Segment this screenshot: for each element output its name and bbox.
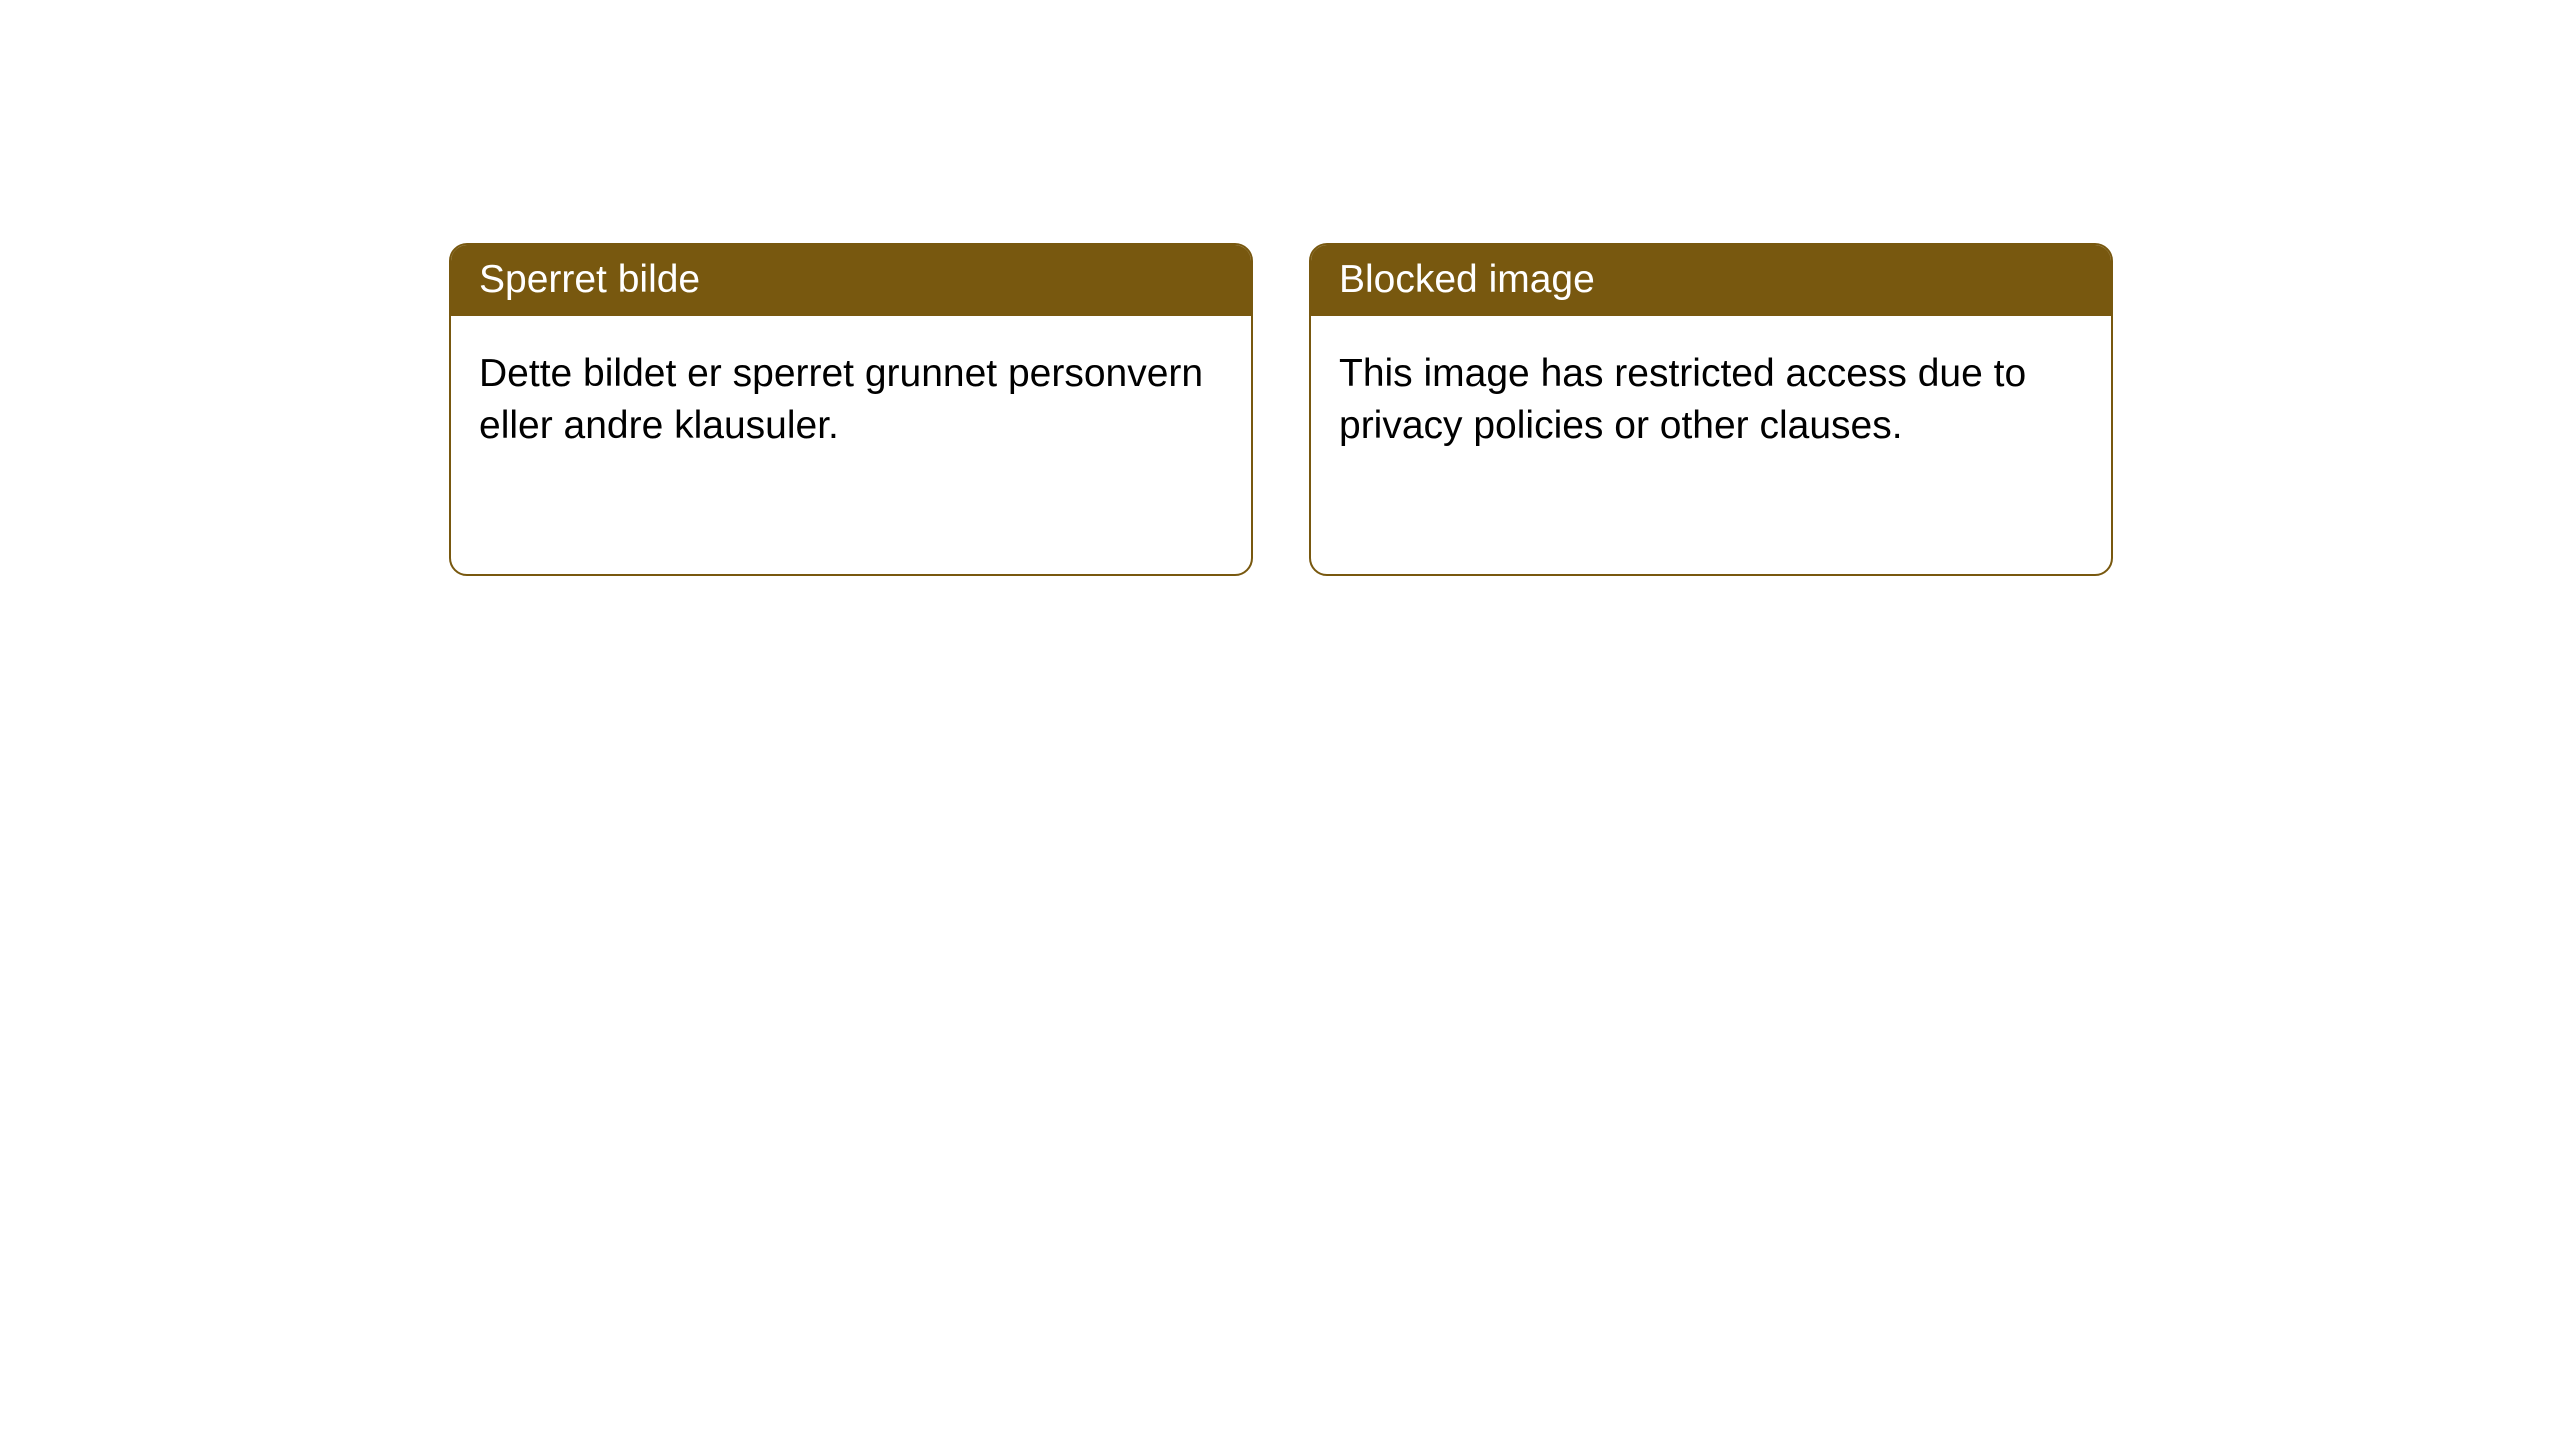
notice-card-english: Blocked image This image has restricted … (1309, 243, 2113, 576)
notice-body: This image has restricted access due to … (1311, 316, 2111, 485)
notice-title: Sperret bilde (451, 245, 1251, 316)
notice-body: Dette bildet er sperret grunnet personve… (451, 316, 1251, 485)
notice-title: Blocked image (1311, 245, 2111, 316)
notice-card-norwegian: Sperret bilde Dette bildet er sperret gr… (449, 243, 1253, 576)
notice-container: Sperret bilde Dette bildet er sperret gr… (449, 243, 2113, 576)
